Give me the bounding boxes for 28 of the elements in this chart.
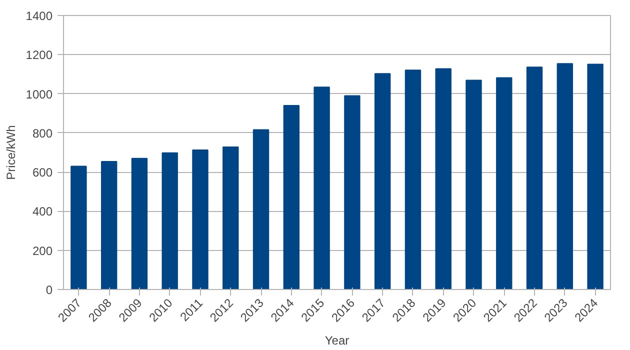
y-tick-label: 1000 [26,87,53,102]
y-tick-label: 0 [46,283,53,297]
bar [222,146,239,290]
bar [526,66,543,290]
bar [162,152,178,290]
y-tick-label: 600 [32,166,53,180]
bar [496,77,512,290]
bar [466,80,482,290]
bar [587,64,604,290]
y-tick-label: 400 [32,204,53,219]
bar [192,149,208,290]
bar [131,158,148,290]
bar [404,70,422,290]
bar [100,161,118,290]
bar [556,63,574,290]
x-axis-title: Year [324,334,350,348]
bar [435,68,452,290]
y-tick-label: 1200 [26,48,53,62]
bar [70,166,87,290]
y-axis-title: Price/kWh [4,125,18,180]
y-tick-label: 800 [32,126,53,140]
bar [344,95,360,290]
bar [252,129,270,290]
y-tick-label: 200 [32,244,53,258]
y-tick-label: 1400 [26,9,53,23]
bar [374,73,391,290]
bar [283,105,300,290]
bar [314,86,330,290]
